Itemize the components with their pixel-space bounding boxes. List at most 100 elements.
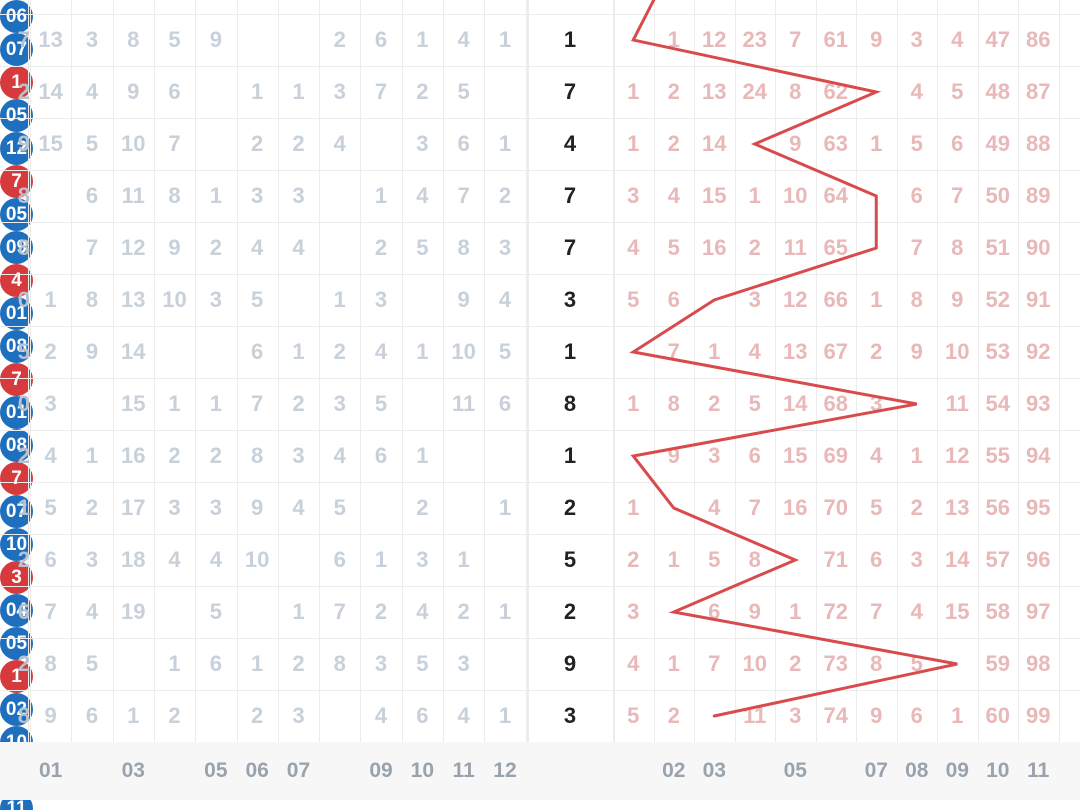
right-cell: 15: [937, 586, 978, 638]
footer-right-cell[interactable]: 07: [856, 742, 897, 800]
right-cell: 3: [694, 430, 735, 482]
right-cell: 8: [735, 534, 776, 586]
left-cell: 8: [30, 638, 71, 690]
left-cell: 1: [319, 274, 360, 326]
row-id-partial: 6: [0, 586, 33, 638]
left-cell: 6: [71, 690, 112, 742]
right-cell: 2: [654, 118, 695, 170]
left-cell: 5: [195, 586, 236, 638]
left-cell: 1: [237, 66, 278, 118]
footer-left-cell[interactable]: 03: [113, 742, 154, 800]
left-cell: 9: [195, 14, 236, 66]
right-cell: 10: [775, 170, 816, 222]
left-cell: 2: [319, 326, 360, 378]
right-cell: 14: [937, 534, 978, 586]
right-cell: 4: [897, 66, 938, 118]
right-cell: 11: [937, 378, 978, 430]
footer-right-cell[interactable]: 05: [775, 742, 816, 800]
left-cell: 4: [484, 274, 525, 326]
mid-cell: 3: [527, 690, 613, 742]
right-cell: 59: [978, 638, 1019, 690]
left-cell: 3: [319, 66, 360, 118]
left-cell: 10: [154, 274, 195, 326]
right-cell: 50: [978, 170, 1019, 222]
left-cell: 4: [319, 118, 360, 170]
right-cell: 12: [694, 14, 735, 66]
right-cell: 1: [694, 326, 735, 378]
left-cell: 4: [360, 690, 401, 742]
grid-vline: [1059, 0, 1060, 800]
left-cell: 4: [402, 170, 443, 222]
left-cell: 2: [319, 14, 360, 66]
right-cell: 6: [937, 118, 978, 170]
left-cell: 16: [113, 430, 154, 482]
mid-cell: 1: [527, 430, 613, 482]
right-cell: 6: [856, 534, 897, 586]
right-cell: 2: [897, 482, 938, 534]
right-cell: 3: [613, 586, 654, 638]
left-cell: 1: [154, 378, 195, 430]
right-cell: 90: [1018, 222, 1059, 274]
left-cell: 2: [195, 222, 236, 274]
left-cell: 6: [443, 118, 484, 170]
footer-right-cell[interactable]: 10: [978, 742, 1019, 800]
right-cell: 7: [897, 222, 938, 274]
left-cell: 1: [402, 430, 443, 482]
right-cell: 2: [654, 66, 695, 118]
footer-left-cell[interactable]: 09: [360, 742, 401, 800]
left-cell: 6: [30, 534, 71, 586]
right-cell: 55: [978, 430, 1019, 482]
right-cell: 10: [735, 638, 776, 690]
left-cell: 5: [71, 118, 112, 170]
footer-left-cell[interactable]: 05: [195, 742, 236, 800]
footer-right-cell[interactable]: 09: [937, 742, 978, 800]
left-cell: 6: [484, 378, 525, 430]
right-cell: 8: [856, 638, 897, 690]
lottery-trend-chart: 7133859060726141111122376193447862144960…: [0, 0, 1080, 810]
left-cell: 1: [360, 534, 401, 586]
left-cell: 8: [237, 430, 278, 482]
left-cell: 10: [113, 118, 154, 170]
footer-right-cell[interactable]: 11: [1018, 742, 1059, 800]
row-id-partial: 8: [0, 222, 33, 274]
footer-right-cell[interactable]: 03: [694, 742, 735, 800]
right-cell: 97: [1018, 586, 1059, 638]
left-cell: 1: [195, 170, 236, 222]
left-cell: 3: [484, 222, 525, 274]
footer-left-cell[interactable]: 07: [278, 742, 319, 800]
right-cell: 52: [978, 274, 1019, 326]
left-cell: 5: [402, 638, 443, 690]
right-cell: 13: [694, 66, 735, 118]
right-cell: 12: [937, 430, 978, 482]
footer-left-cell[interactable]: 11: [443, 742, 484, 800]
left-cell: 5: [30, 482, 71, 534]
left-cell: 4: [402, 586, 443, 638]
footer-left-cell[interactable]: 12: [484, 742, 525, 800]
right-cell: 92: [1018, 326, 1059, 378]
right-cell: 1: [613, 118, 654, 170]
right-cell: 69: [816, 430, 857, 482]
left-cell: 7: [360, 66, 401, 118]
right-cell: 53: [978, 326, 1019, 378]
right-cell: 5: [937, 66, 978, 118]
right-cell: 3: [897, 534, 938, 586]
left-cell: 2: [71, 482, 112, 534]
left-cell: 5: [402, 222, 443, 274]
left-cell: 3: [360, 638, 401, 690]
footer-left-cell[interactable]: 01: [30, 742, 71, 800]
left-cell: 5: [71, 638, 112, 690]
left-cell: 2: [278, 118, 319, 170]
footer-right-cell[interactable]: 02: [654, 742, 695, 800]
left-cell: 13: [113, 274, 154, 326]
mid-cell: 7: [527, 170, 613, 222]
left-cell: 1: [30, 274, 71, 326]
left-cell: 3: [154, 482, 195, 534]
footer-left-cell[interactable]: 10: [402, 742, 443, 800]
left-cell: 2: [278, 378, 319, 430]
footer-right-cell[interactable]: 08: [897, 742, 938, 800]
footer-left-cell[interactable]: 06: [237, 742, 278, 800]
left-cell: 17: [113, 482, 154, 534]
left-cell: 4: [30, 430, 71, 482]
left-cell: 1: [484, 14, 525, 66]
left-cell: 1: [71, 430, 112, 482]
